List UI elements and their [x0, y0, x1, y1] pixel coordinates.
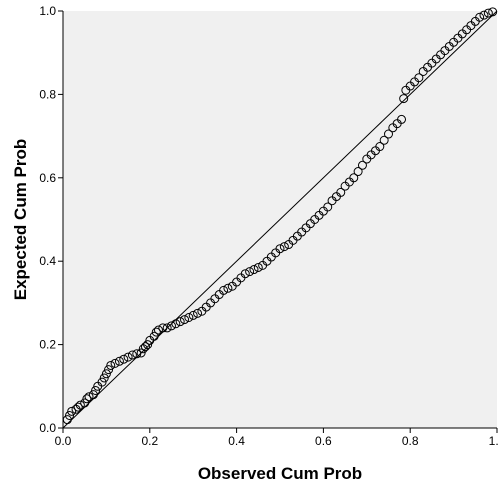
data-point: [119, 354, 129, 364]
data-point: [245, 267, 255, 277]
data-point: [67, 406, 77, 416]
data-point: [75, 400, 85, 410]
data-point: [240, 269, 250, 279]
data-point: [483, 8, 493, 18]
data-point: [158, 323, 168, 333]
data-point: [140, 342, 150, 352]
data-point: [101, 369, 111, 379]
data-point: [275, 244, 285, 254]
data-point: [336, 187, 346, 197]
x-tick-label: 0.2: [141, 434, 158, 448]
data-point: [82, 394, 92, 404]
data-point: [223, 283, 233, 293]
data-point: [375, 142, 385, 152]
reference-line: [62, 10, 498, 429]
data-point: [97, 377, 107, 387]
y-tick-label: 0.8: [39, 87, 56, 101]
data-point: [136, 348, 146, 358]
data-point: [384, 129, 393, 139]
data-point: [219, 285, 229, 295]
data-point: [171, 319, 181, 329]
data-point: [188, 310, 198, 320]
data-point: [88, 390, 98, 400]
x-tick-label: 0.8: [402, 434, 419, 448]
data-point: [353, 167, 363, 177]
data-point: [132, 349, 142, 359]
y-axis-title: Expected Cum Prob: [11, 139, 30, 301]
x-tick-label: 1.0: [489, 434, 498, 448]
y-tick-label: 1.0: [39, 4, 56, 18]
data-point: [479, 10, 489, 20]
data-point: [151, 327, 161, 337]
data-point: [175, 317, 185, 327]
data-point: [357, 160, 367, 170]
data-point: [414, 73, 424, 83]
data-point: [397, 114, 407, 124]
data-point: [153, 325, 163, 335]
data-point: [488, 7, 498, 17]
y-tick-label: 0.6: [39, 171, 56, 185]
data-point: [99, 373, 109, 383]
data-point: [114, 356, 124, 366]
data-point: [123, 352, 133, 362]
data-point: [91, 385, 101, 395]
data-point: [249, 265, 259, 275]
data-point: [193, 308, 203, 318]
data-point: [127, 350, 137, 360]
data-point: [253, 262, 263, 272]
x-tick-label: 0.0: [55, 434, 72, 448]
data-point: [399, 94, 409, 104]
data-point: [475, 12, 485, 22]
x-axis-title: Observed Cum Prob: [198, 464, 362, 483]
data-point: [84, 392, 94, 402]
y-tick-label: 0.0: [39, 421, 56, 435]
x-tick-label: 0.4: [228, 434, 245, 448]
data-point: [379, 135, 389, 145]
data-point: [65, 410, 75, 420]
x-tick-label: 0.6: [315, 434, 332, 448]
data-point: [73, 402, 83, 412]
data-point: [180, 315, 190, 325]
data-point: [167, 321, 176, 331]
data-point: [80, 398, 90, 408]
data-point: [110, 358, 120, 368]
data-point: [323, 202, 333, 212]
data-point: [106, 360, 116, 370]
data-point: [184, 312, 194, 322]
data-point: [349, 173, 359, 183]
data-point: [162, 323, 172, 333]
data-point: [143, 340, 153, 350]
y-tick-label: 0.4: [39, 254, 56, 268]
data-point: [149, 331, 159, 341]
data-point: [104, 365, 114, 375]
y-tick-label: 0.2: [39, 338, 56, 352]
data-point: [279, 242, 289, 252]
